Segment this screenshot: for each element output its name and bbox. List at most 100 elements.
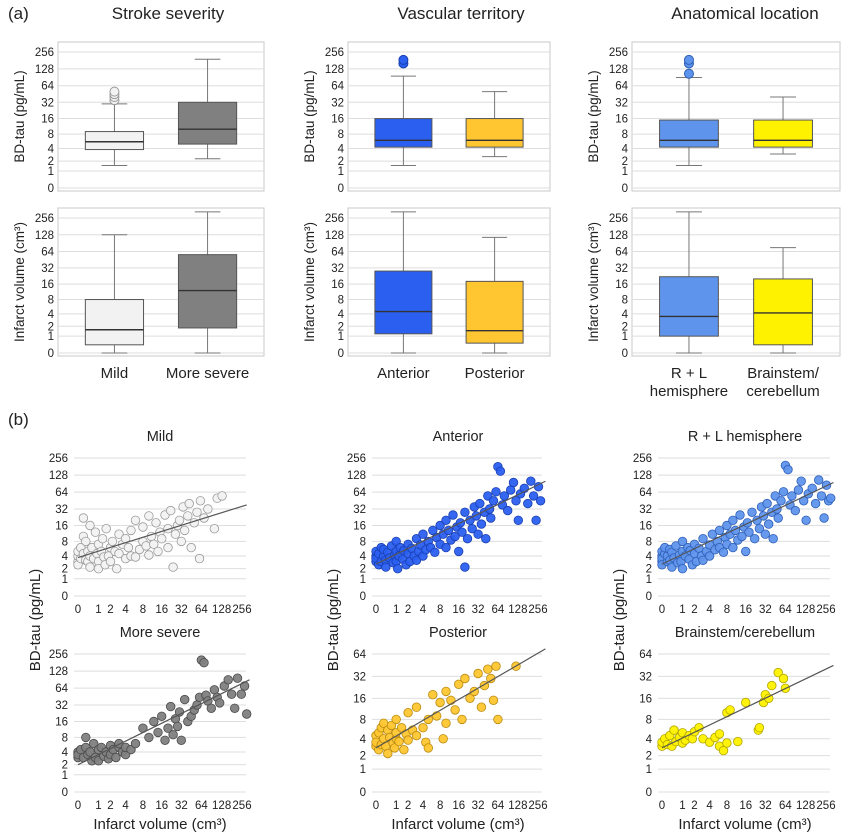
data-point: [78, 513, 89, 523]
x-tick-label: 16: [155, 604, 168, 616]
data-point: [787, 491, 797, 501]
y-tick-label: 128: [49, 666, 68, 678]
y-tick-label: 8: [646, 714, 652, 726]
data-point: [183, 511, 193, 521]
y-axis-label: Infarct volume (cm³): [302, 222, 317, 342]
data-point: [203, 504, 213, 514]
data-point: [435, 697, 445, 708]
y-tick-label: 64: [331, 246, 344, 258]
data-point: [523, 498, 533, 509]
box-1: More severe: [166, 211, 249, 382]
x-tick-label: 128: [796, 800, 815, 812]
data-point: [819, 513, 829, 523]
y-tick-label: 2: [48, 156, 54, 168]
data-point: [172, 721, 183, 732]
chart-title: Stroke severity: [112, 4, 225, 23]
box-1: [753, 96, 813, 155]
y-tick-label: 32: [41, 97, 54, 109]
y-tick-label: 128: [35, 230, 54, 242]
y-tick-label: 256: [35, 213, 54, 225]
box-territory: 256 128 64 32 16 8 421 0 BD-tau (pg/mL): [302, 41, 551, 195]
data-point: [669, 725, 679, 735]
data-point: [435, 520, 445, 531]
data-point: [138, 522, 148, 532]
y-tick-label: 8: [360, 714, 366, 726]
data-point: [153, 546, 163, 557]
y-tick-label: 2: [646, 564, 652, 576]
data-point: [526, 476, 536, 486]
y-tick-label: 8: [62, 732, 68, 744]
x-tick-label: 0: [373, 800, 379, 812]
y-tick-label: 256: [633, 453, 652, 465]
x-tick-label: 16: [452, 800, 465, 812]
data-point: [394, 736, 404, 747]
data-point: [123, 542, 134, 553]
data-point: [718, 745, 729, 756]
x-tick-label: 1: [95, 800, 101, 812]
y-tick-label: 1: [360, 574, 366, 586]
y-tick-label: 4: [62, 551, 69, 563]
plot-frame: [631, 207, 841, 357]
y-tick-label: 4: [62, 747, 69, 759]
data-point: [423, 743, 434, 753]
data-point: [130, 515, 141, 526]
x-tick-label: 1: [95, 604, 101, 616]
x-tick-label: 0: [373, 604, 379, 616]
x-tick-label: 16: [452, 604, 465, 616]
y-tick-label: 8: [48, 295, 54, 307]
y-tick-label: 32: [639, 504, 652, 516]
y-tick-label: 2: [646, 751, 652, 763]
data-point: [488, 496, 499, 506]
data-point: [130, 738, 141, 749]
y-tick-label: 4: [360, 734, 367, 746]
data-point: [499, 491, 510, 501]
y-axis-label: BD-tau (pg/mL): [302, 70, 317, 162]
data-point: [226, 689, 237, 699]
y-tick-label: 16: [353, 521, 366, 533]
x-tick-label: 64: [491, 604, 504, 616]
data-point: [105, 556, 116, 567]
outlier-point: [109, 86, 120, 97]
y-tick-label: 16: [639, 693, 652, 705]
y-tick-label: 2: [338, 156, 344, 168]
y-tick-label: 16: [353, 693, 366, 705]
x-tick-label: 256: [816, 604, 835, 616]
data-point: [454, 546, 464, 557]
data-point: [418, 723, 428, 733]
y-tick-label: 0: [62, 787, 68, 799]
plot-frame: [57, 207, 265, 357]
data-point: [168, 562, 178, 572]
y-tick-label: 2: [338, 321, 344, 333]
data-point: [491, 661, 501, 671]
y-tick-label: 256: [325, 213, 344, 225]
fit-line: [375, 480, 546, 565]
y-tick-label: 8: [622, 129, 628, 141]
x-tick-label: 128: [212, 604, 231, 616]
y-tick-label: 0: [622, 348, 628, 360]
y-tick-label: 0: [48, 348, 54, 360]
data-point: [677, 536, 688, 547]
box-infarct-severity: 256 128 64 32 16 8 421 0 Infarct volume (cm³) Mil…: [12, 207, 265, 382]
data-point: [457, 527, 467, 537]
scatter-x-axis-label: Infarct volume (cm³): [678, 816, 811, 833]
fit-line: [661, 481, 834, 565]
data-point: [457, 714, 467, 725]
data-point: [214, 698, 225, 708]
y-tick-label: 16: [41, 279, 54, 291]
data-point: [81, 732, 91, 743]
data-point: [741, 697, 751, 708]
plot-frame: [57, 41, 265, 192]
x-tick-label: 1: [679, 604, 685, 616]
y-tick-label: 8: [646, 536, 652, 548]
data-point: [718, 547, 729, 558]
x-tick-label: 256: [232, 604, 251, 616]
data-point: [722, 520, 732, 531]
data-point: [776, 496, 786, 506]
data-point: [90, 527, 101, 537]
scatter-y-axis-label: BD-tau (pg/mL): [27, 569, 44, 672]
data-point: [156, 534, 167, 544]
x-tick-label: 4: [706, 604, 713, 616]
x-tick-label: 0: [75, 604, 81, 616]
data-point: [511, 496, 521, 506]
